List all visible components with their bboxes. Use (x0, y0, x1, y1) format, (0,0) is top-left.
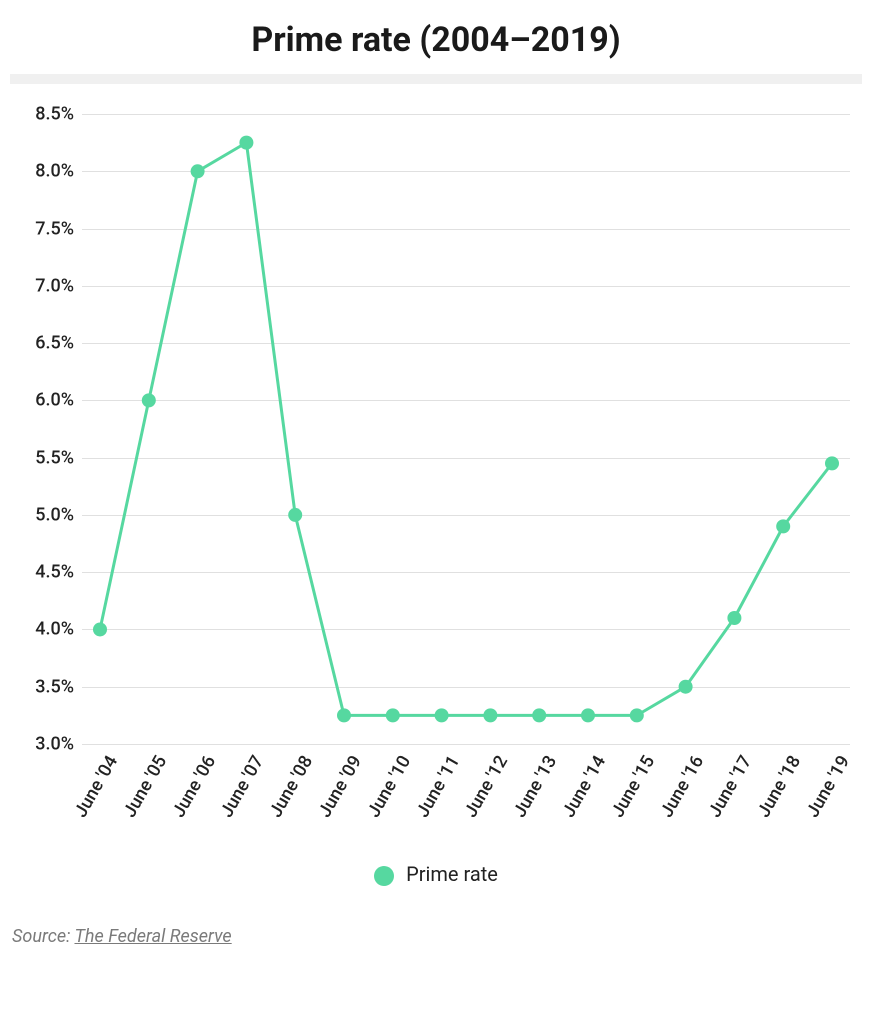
data-point (191, 164, 205, 178)
x-axis-label: June '19 (802, 752, 854, 821)
x-axis-label: June '11 (412, 752, 464, 821)
y-axis-label: 3.5% (12, 676, 74, 697)
title-divider (10, 74, 862, 84)
x-axis-label: June '07 (217, 752, 269, 821)
data-point (776, 519, 790, 533)
y-axis-label: 7.0% (12, 275, 74, 296)
x-axis-label: June '12 (461, 752, 513, 821)
y-axis-label: 8.5% (12, 104, 74, 125)
x-axis-labels: June '04June '05June '06June '07June '08… (82, 744, 850, 844)
data-point (532, 708, 546, 722)
data-point (288, 508, 302, 522)
x-axis-label: June '14 (558, 752, 610, 821)
y-axis-label: 4.0% (12, 619, 74, 640)
data-point (825, 456, 839, 470)
source-prefix: Source: (12, 926, 74, 947)
data-point (435, 708, 449, 722)
y-axis-label: 7.5% (12, 218, 74, 239)
y-axis-label: 3.0% (12, 734, 74, 755)
y-axis-label: 6.0% (12, 390, 74, 411)
y-axis-label: 5.0% (12, 504, 74, 525)
x-axis-label: June '15 (607, 752, 659, 821)
data-point (239, 136, 253, 150)
data-point (337, 708, 351, 722)
chart-container: Prime rate (2004–2019) 3.0% 3.5% 4.0% 4.5% 5… (0, 20, 872, 947)
x-axis-label: June '18 (753, 752, 805, 821)
x-axis-label: June '08 (265, 752, 317, 821)
line-chart-svg (82, 114, 850, 744)
data-point (679, 680, 693, 694)
data-point (581, 708, 595, 722)
y-axis-label: 8.0% (12, 161, 74, 182)
data-point (727, 611, 741, 625)
x-axis-label: June '16 (656, 752, 708, 821)
data-point (386, 708, 400, 722)
series-line (100, 143, 832, 716)
x-axis-label: June '13 (509, 752, 561, 821)
source-link[interactable]: The Federal Reserve (74, 926, 231, 947)
x-axis-label: June '17 (705, 752, 757, 821)
y-axis-label: 4.5% (12, 562, 74, 583)
chart-title: Prime rate (2004–2019) (0, 20, 872, 60)
data-point (483, 708, 497, 722)
x-axis-label: June '09 (314, 752, 366, 821)
x-axis-label: June '10 (363, 752, 415, 821)
legend: Prime rate (0, 862, 872, 886)
data-point (93, 622, 107, 636)
plot-area: 3.0%3.5%4.0%4.5%5.0%5.5%6.0%6.5%7.0%7.5%… (82, 114, 850, 744)
x-axis-label: June '05 (119, 752, 171, 821)
y-axis-label: 5.5% (12, 447, 74, 468)
x-axis-label: June '04 (70, 752, 122, 821)
source-line: Source: The Federal Reserve (12, 926, 860, 947)
legend-marker-icon (374, 866, 394, 886)
data-point (142, 393, 156, 407)
legend-label: Prime rate (406, 862, 498, 886)
y-axis-label: 6.5% (12, 333, 74, 354)
x-axis-label: June '06 (168, 752, 220, 821)
data-point (630, 708, 644, 722)
chart-area: 3.0% 3.5% 4.0% 4.5% 5.0% 5.5% 6.0% 6.5% 7.0% 7.5%… (12, 114, 860, 844)
